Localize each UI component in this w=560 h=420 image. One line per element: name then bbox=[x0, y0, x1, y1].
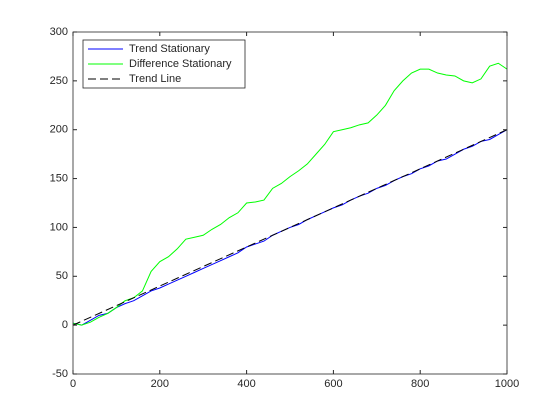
x-tick-label: 800 bbox=[411, 378, 429, 390]
axes-box bbox=[72, 31, 508, 375]
x-tick-label: 1000 bbox=[495, 378, 519, 390]
y-tick-label: 100 bbox=[50, 221, 68, 233]
x-tick-label: 0 bbox=[70, 378, 76, 390]
y-tick-label: 50 bbox=[56, 270, 68, 282]
y-tick-label: 300 bbox=[50, 26, 68, 38]
legend-label: Trend Stationary bbox=[129, 43, 210, 55]
y-tick-label: 200 bbox=[50, 124, 68, 136]
series-line bbox=[72, 129, 508, 326]
plot-area bbox=[73, 32, 507, 374]
legend-label: Difference Stationary bbox=[129, 58, 232, 70]
y-tick-label: 150 bbox=[50, 172, 68, 184]
series-line bbox=[72, 62, 508, 326]
y-tick-label: 250 bbox=[50, 75, 68, 87]
y-tick-label: 0 bbox=[62, 319, 68, 331]
legend-label: Trend Line bbox=[129, 73, 181, 85]
y-tick-label: -50 bbox=[52, 368, 68, 380]
x-tick-label: 400 bbox=[237, 378, 255, 390]
x-tick-label: 200 bbox=[151, 378, 169, 390]
x-tick-label: 600 bbox=[324, 378, 342, 390]
